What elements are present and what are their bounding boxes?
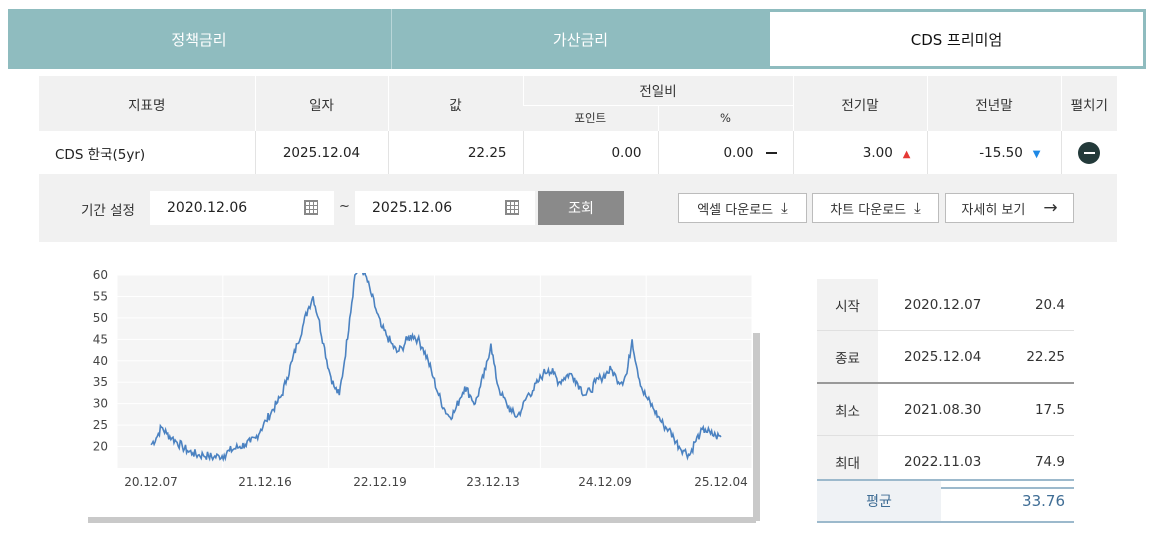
tab-spread[interactable]: 가산금리 — [391, 9, 769, 69]
chart-shadow — [88, 517, 756, 523]
chart-shadow — [753, 333, 760, 521]
detail-view-label: 자세히 보기 — [961, 202, 1026, 218]
stats-row: 최소 2021.08.30 17.5 — [817, 383, 1074, 436]
percent-value: 0.00 — [723, 145, 754, 161]
excel-download-label: 엑셀 다운로드 — [697, 202, 774, 218]
stats-row: 시작 2020.12.07 20.4 — [817, 279, 1074, 331]
end-date-field[interactable]: 2025.12.06 — [355, 191, 535, 225]
cds-line-chart[interactable]: 20 25 30 35 40 45 50 55 60 20.12.07 21.12.16 22.12.… — [84, 267, 754, 517]
header-percent: % — [657, 105, 793, 131]
tab-policy-rate[interactable]: 정책금리 — [171, 30, 227, 49]
y-tick-label: 25 — [93, 418, 108, 432]
y-tick-label: 50 — [93, 311, 108, 325]
start-date-value: 2020.12.06 — [167, 200, 248, 216]
stats-key: 시작 — [817, 279, 878, 331]
stats-date: 2025.12.04 — [878, 330, 1012, 384]
start-date-field[interactable]: 2020.12.06 — [150, 191, 334, 225]
period-settings: 기간 설정 2020.12.06 ~ 2025.12.06 조회 엑셀 다운로드… — [39, 174, 1117, 242]
detail-view-button[interactable]: 자세히 보기 → — [945, 193, 1074, 223]
cell-name: CDS 한국(5yr) — [39, 131, 255, 177]
x-tick-label: 23.12.13 — [466, 475, 519, 489]
chart-container: 20 25 30 35 40 45 50 55 60 20.12.07 21.12.16 22.12.… — [84, 267, 760, 527]
cell-prev-quarter: 3.00 ▲ — [792, 131, 927, 177]
x-tick-label: 25.12.04 — [694, 475, 747, 489]
series-line — [150, 273, 722, 463]
table-row: CDS 한국(5yr) 2025.12.04 22.25 0.00 0.00 3… — [39, 131, 1117, 177]
header-name: 지표명 — [39, 76, 255, 131]
tab-cds-premium[interactable]: CDS 프리미엄 — [768, 9, 1146, 69]
calendar-icon[interactable] — [304, 200, 318, 215]
y-tick-label: 40 — [93, 354, 108, 368]
stats-value: 17.5 — [1011, 383, 1074, 436]
arrow-right-icon: → — [1043, 198, 1058, 218]
y-tick-label: 35 — [93, 375, 108, 389]
end-date-value: 2025.12.06 — [372, 200, 453, 216]
cell-percent: 0.00 — [657, 131, 793, 177]
cell-value: 22.25 — [387, 131, 523, 177]
download-icon: ⤓ — [914, 199, 921, 217]
stats-value: 20.4 — [1011, 279, 1074, 331]
header-value: 값 — [387, 76, 523, 131]
stats-row: 종료 2025.12.04 22.25 — [817, 330, 1074, 384]
down-triangle-icon: ▼ — [1032, 149, 1041, 160]
x-tick-label: 20.12.07 — [124, 475, 177, 489]
prev-quarter-value: 3.00 — [862, 145, 893, 161]
cell-point: 0.00 — [522, 131, 658, 177]
stats-date: 2021.08.30 — [878, 383, 1012, 436]
up-triangle-icon: ▲ — [902, 149, 911, 160]
cell-date: 2025.12.04 — [254, 131, 388, 177]
chart-download-button[interactable]: 차트 다운로드 ⤓ — [812, 193, 939, 223]
y-tick-label: 60 — [93, 268, 108, 282]
search-button[interactable]: 조회 — [538, 191, 624, 225]
header-prev-day: 전일비 — [522, 76, 793, 106]
average-value: 33.76 — [1022, 492, 1065, 510]
chart-download-label: 차트 다운로드 — [830, 202, 907, 218]
x-tick-label: 21.12.16 — [238, 475, 291, 489]
cell-prev-year: -15.50 ▼ — [926, 131, 1061, 177]
excel-download-button[interactable]: 엑셀 다운로드 ⤓ — [678, 193, 807, 223]
period-label: 기간 설정 — [81, 203, 135, 219]
header-prev-year: 전년말 — [926, 76, 1061, 131]
y-tick-label: 45 — [93, 332, 108, 346]
stats-key: 종료 — [817, 330, 878, 384]
prev-year-value: -15.50 — [979, 145, 1023, 161]
x-tick-label: 22.12.19 — [353, 475, 406, 489]
header-prev-quarter: 전기말 — [792, 76, 927, 131]
collapse-minus-icon[interactable] — [1078, 142, 1101, 164]
y-tick-label: 20 — [93, 440, 108, 454]
tab-bar: 정책금리 가산금리 CDS 프리미엄 — [8, 9, 1146, 69]
y-tick-label: 55 — [93, 289, 108, 303]
calendar-icon[interactable] — [505, 200, 519, 215]
header-point: 포인트 — [523, 105, 658, 131]
stats-value: 22.25 — [1011, 330, 1074, 384]
stats-date: 2020.12.07 — [878, 279, 1012, 331]
tab-cds-premium-label: CDS 프리미엄 — [770, 12, 1143, 66]
cell-expand — [1060, 131, 1117, 177]
header-date: 일자 — [254, 76, 388, 131]
indicator-table: 지표명 일자 값 전일비 전기말 전년말 펼치기 포인트 % CDS 한국(5y… — [39, 76, 1117, 177]
average-row: 평균 33.76 — [817, 479, 1074, 523]
flat-dash-icon — [765, 152, 777, 154]
stats-table: 시작 2020.12.07 20.4 종료 2025.12.04 22.25 최… — [817, 279, 1074, 489]
date-separator: ~ — [339, 199, 350, 214]
download-icon: ⤓ — [781, 199, 788, 217]
y-tick-label: 30 — [93, 397, 108, 411]
header-expand: 펼치기 — [1060, 76, 1117, 131]
average-key: 평균 — [817, 481, 941, 521]
stats-key: 최소 — [817, 383, 878, 436]
x-tick-label: 24.12.09 — [578, 475, 631, 489]
